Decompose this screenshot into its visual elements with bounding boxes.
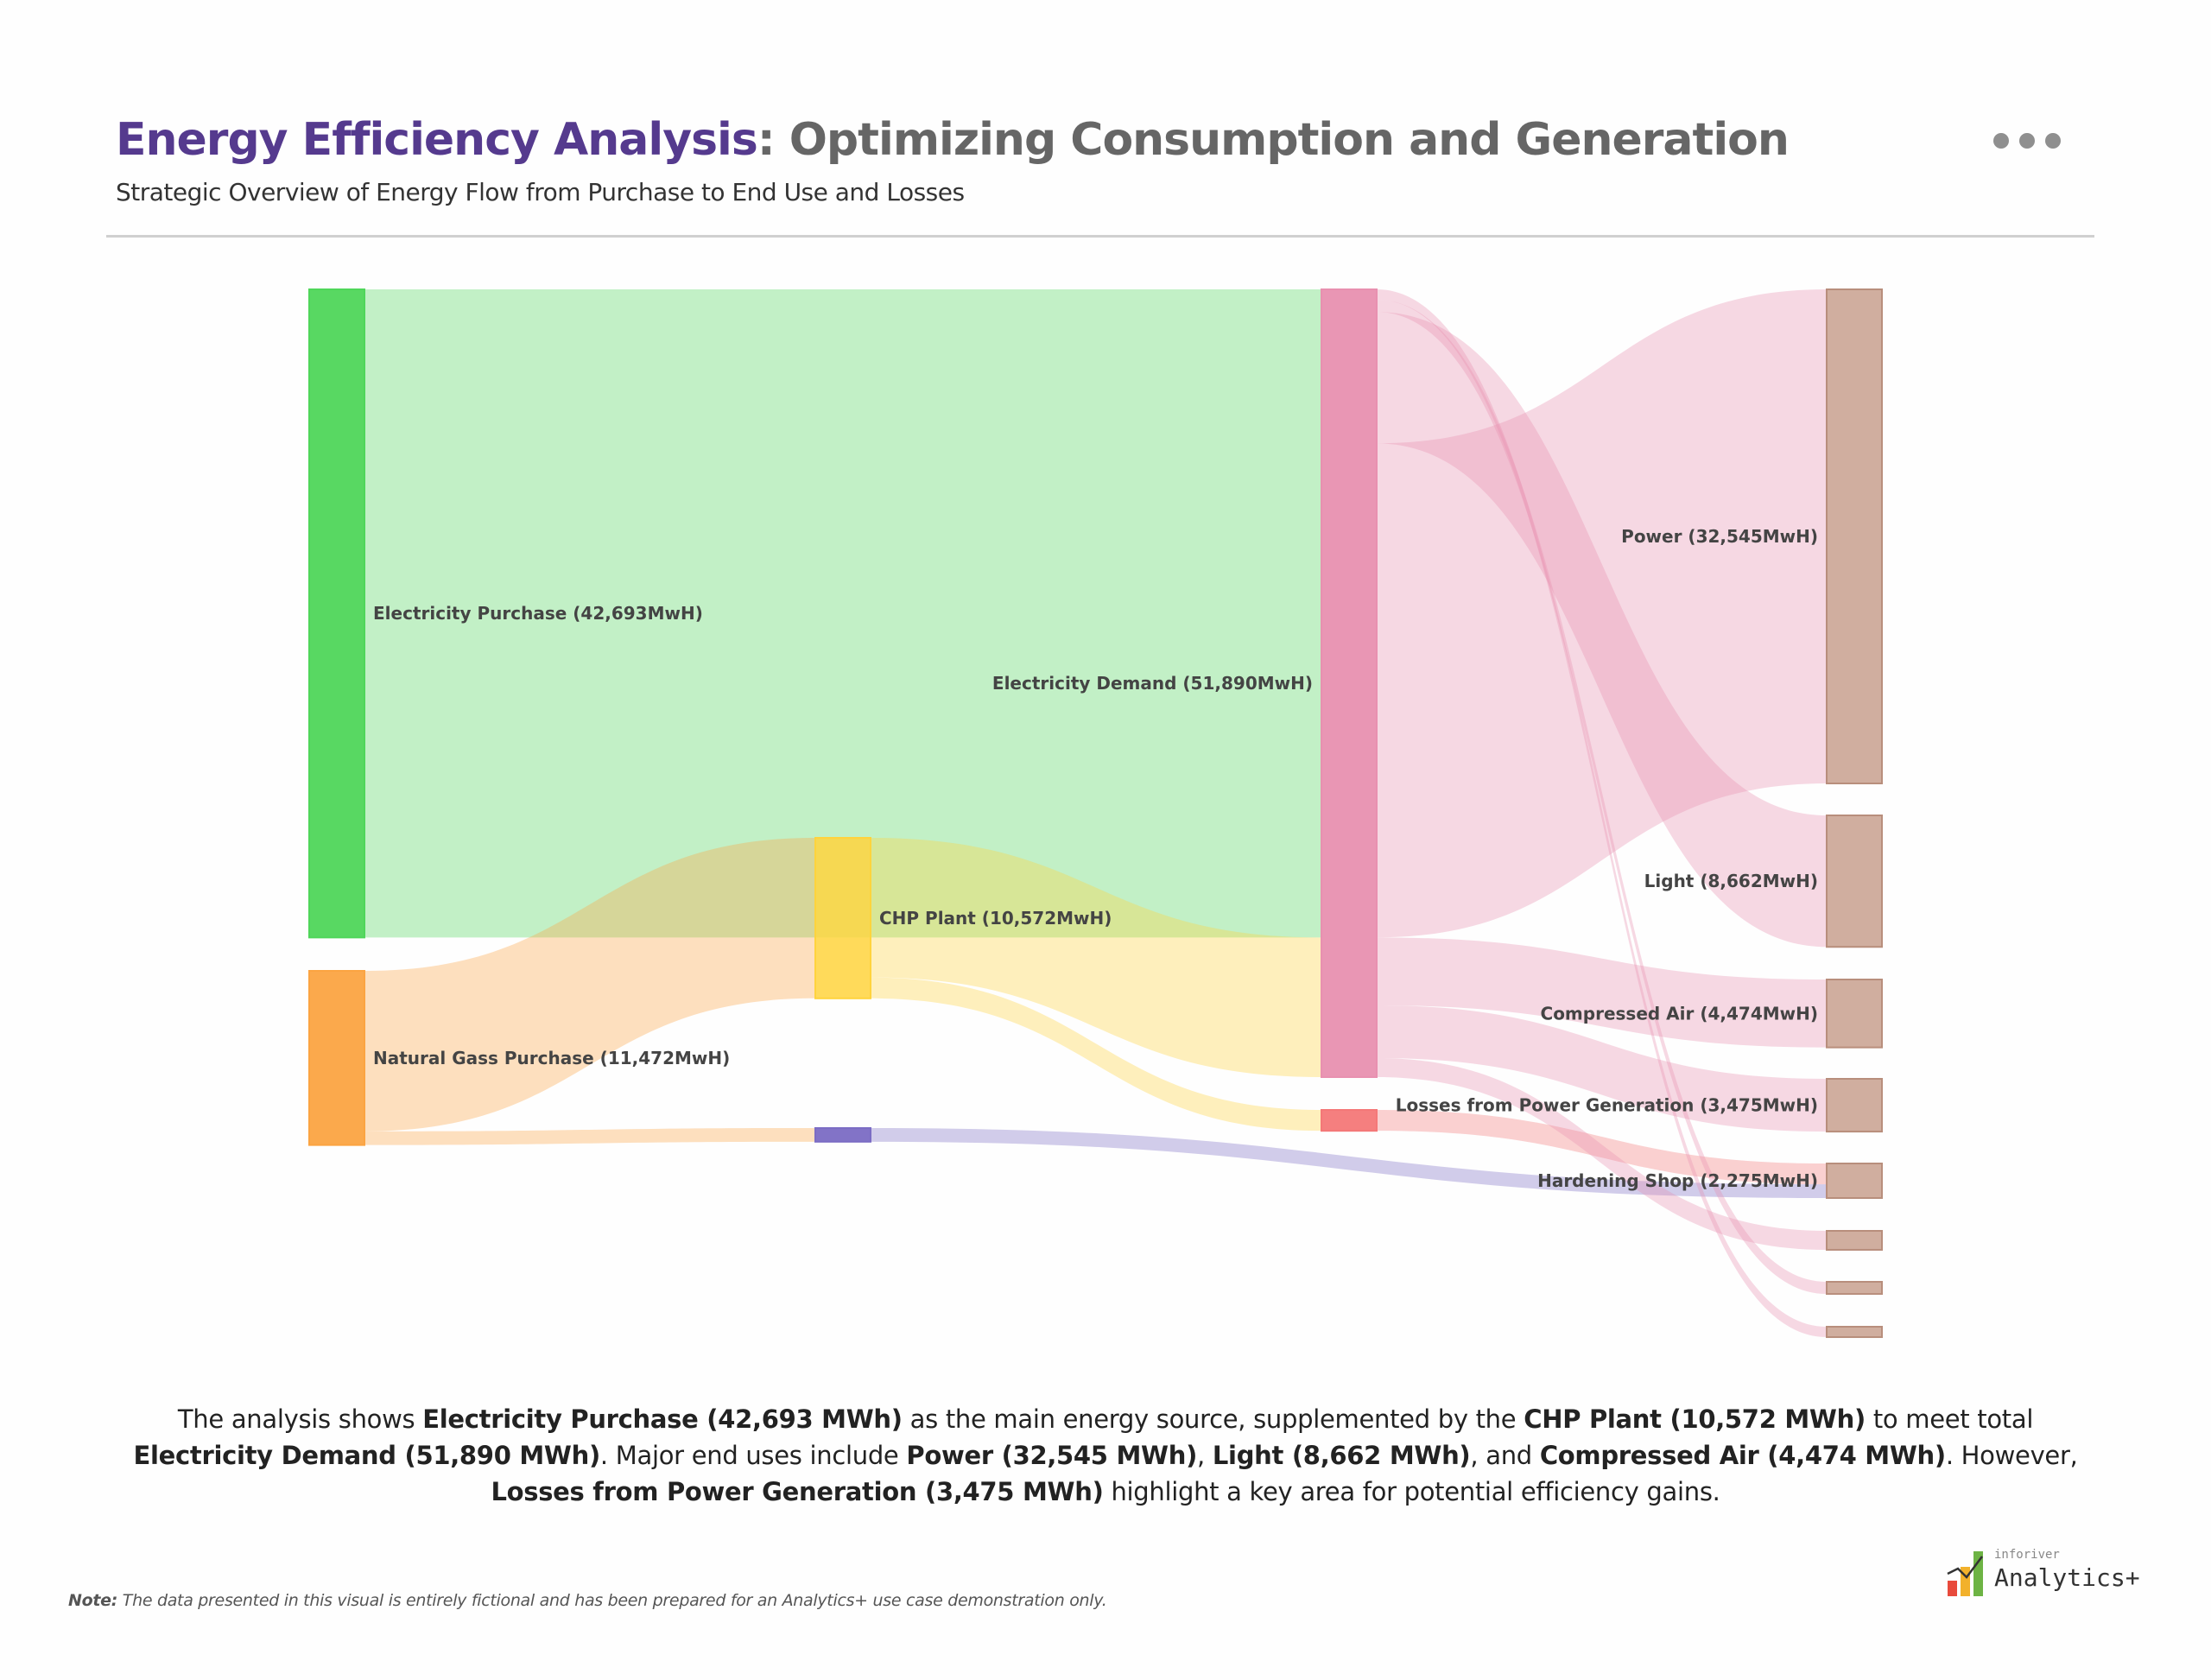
summary-paragraph: The analysis shows Electricity Purchase …: [130, 1401, 2081, 1510]
sankey-link-elec_demand-to-unlabeled_end_3[interactable]: [1377, 289, 1827, 1338]
sankey-node-chp[interactable]: [814, 837, 871, 999]
title-rest: : Optimizing Consumption and Generation: [757, 114, 1790, 166]
sankey-link-elec_demand-to-light[interactable]: [1377, 312, 1827, 948]
summary-text: , and: [1470, 1441, 1540, 1470]
sankey-link-gas_purchase-to-unlabeled_purple[interactable]: [364, 1128, 815, 1145]
node-label-gas-purchase: Natural Gass Purchase (11,472MwH): [373, 1048, 730, 1068]
title-accent: Energy Efficiency Analysis: [116, 114, 758, 166]
sankey-link-gas_purchase-to-chp[interactable]: [364, 838, 815, 1132]
sankey-node-power[interactable]: [1826, 288, 1883, 784]
summary-highlight: Compressed Air (4,474 MWh): [1539, 1441, 1946, 1470]
summary-text: . Major end uses include: [599, 1441, 907, 1470]
summary-text: highlight a key area for potential effic…: [1103, 1477, 1720, 1506]
sankey-node-unlabeled-red[interactable]: [1321, 1109, 1378, 1132]
summary-highlight: Light (8,662 MWh): [1212, 1441, 1471, 1470]
summary-text: to meet total: [1865, 1404, 2034, 1434]
node-label-elec-purchase: Electricity Purchase (42,693MwH): [373, 603, 703, 624]
summary-highlight: Power (32,545 MWh): [906, 1441, 1198, 1470]
logo-brand-small: inforiver: [1994, 1548, 2060, 1562]
summary-text: as the main energy source, supplemented …: [902, 1404, 1524, 1434]
sankey-labels: Electricity Purchase (42,693MwH) Natural …: [373, 526, 1818, 1191]
sankey-link-elec_demand-to-unlabeled_end_1[interactable]: [1377, 1058, 1827, 1250]
sankey-nodes: [308, 288, 1883, 1339]
note-label: Note:: [68, 1591, 118, 1610]
sankey-node-unlabeled-end-3[interactable]: [1826, 1326, 1883, 1339]
sankey-node-compressed-air[interactable]: [1826, 979, 1883, 1049]
sankey-link-chp-to-unlabeled_red[interactable]: [871, 977, 1321, 1132]
sankey-link-elec_demand-to-power[interactable]: [1377, 289, 1827, 938]
node-label-chp: CHP Plant (10,572MwH): [879, 908, 1112, 929]
node-label-compressed-air: Compressed Air (4,474MwH): [1541, 1003, 1818, 1024]
sankey-node-light[interactable]: [1826, 815, 1883, 948]
node-label-elec-demand: Electricity Demand (51,890MwH): [992, 673, 1313, 694]
summary-highlight: Losses from Power Generation (3,475 MWh): [491, 1477, 1104, 1506]
sankey-link-elec_demand-to-unlabeled_end_2[interactable]: [1377, 300, 1827, 1295]
header-divider: [106, 235, 2094, 238]
node-label-light: Light (8,662MwH): [1644, 871, 1818, 891]
sankey-node-elec-purchase[interactable]: [308, 288, 365, 939]
sankey-node-losses[interactable]: [1826, 1078, 1883, 1133]
sankey-link-unlabeled_purple-to-hardening[interactable]: [871, 1128, 1827, 1198]
footnote: Note: The data presented in this visual …: [68, 1591, 1107, 1610]
sankey-link-unlabeled_red-to-hardening[interactable]: [1377, 1110, 1827, 1185]
node-label-power: Power (32,545MwH): [1621, 526, 1818, 547]
sankey-node-hardening[interactable]: [1826, 1163, 1883, 1199]
page-title: Energy Efficiency Analysis: Optimizing C…: [116, 114, 1790, 166]
summary-highlight: Electricity Demand (51,890 MWh): [133, 1441, 600, 1470]
sankey-chart: Electricity Purchase (42,693MwH) Natural …: [308, 288, 1883, 1339]
sankey-link-chp-to-elec_demand[interactable]: [871, 838, 1321, 1077]
node-label-losses: Losses from Power Generation (3,475MwH): [1396, 1095, 1818, 1116]
logo-bars-icon: [1947, 1551, 1983, 1596]
summary-text: The analysis shows: [177, 1404, 423, 1434]
analytics-plus-logo: inforiver Analytics+: [1946, 1548, 2144, 1600]
summary-text: . However,: [1945, 1441, 2078, 1470]
note-text: The data presented in this visual is ent…: [117, 1591, 1107, 1610]
sankey-node-gas-purchase[interactable]: [308, 970, 365, 1146]
node-label-hardening: Hardening Shop (2,275MwH): [1537, 1170, 1818, 1191]
summary-highlight: Electricity Purchase (42,693 MWh): [422, 1404, 903, 1434]
logo-brand-name: Analytics+: [1994, 1563, 2140, 1592]
sankey-node-elec-demand[interactable]: [1321, 288, 1378, 1078]
summary-highlight: CHP Plant (10,572 MWh): [1524, 1404, 1866, 1434]
page-subtitle: Strategic Overview of Energy Flow from P…: [116, 178, 965, 206]
sankey-links: [364, 289, 1827, 1338]
sankey-node-unlabeled-purple[interactable]: [814, 1127, 871, 1143]
sankey-node-unlabeled-end-1[interactable]: [1826, 1230, 1883, 1251]
sankey-link-elec_purchase-to-elec_demand[interactable]: [364, 289, 1321, 938]
sankey-node-unlabeled-end-2[interactable]: [1826, 1281, 1883, 1296]
sankey-link-elec_demand-to-compressed_air[interactable]: [1377, 937, 1827, 1048]
more-options-icon[interactable]: [1993, 133, 2061, 149]
sankey-link-elec_demand-to-losses[interactable]: [1377, 1005, 1827, 1132]
summary-text: ,: [1197, 1441, 1213, 1470]
